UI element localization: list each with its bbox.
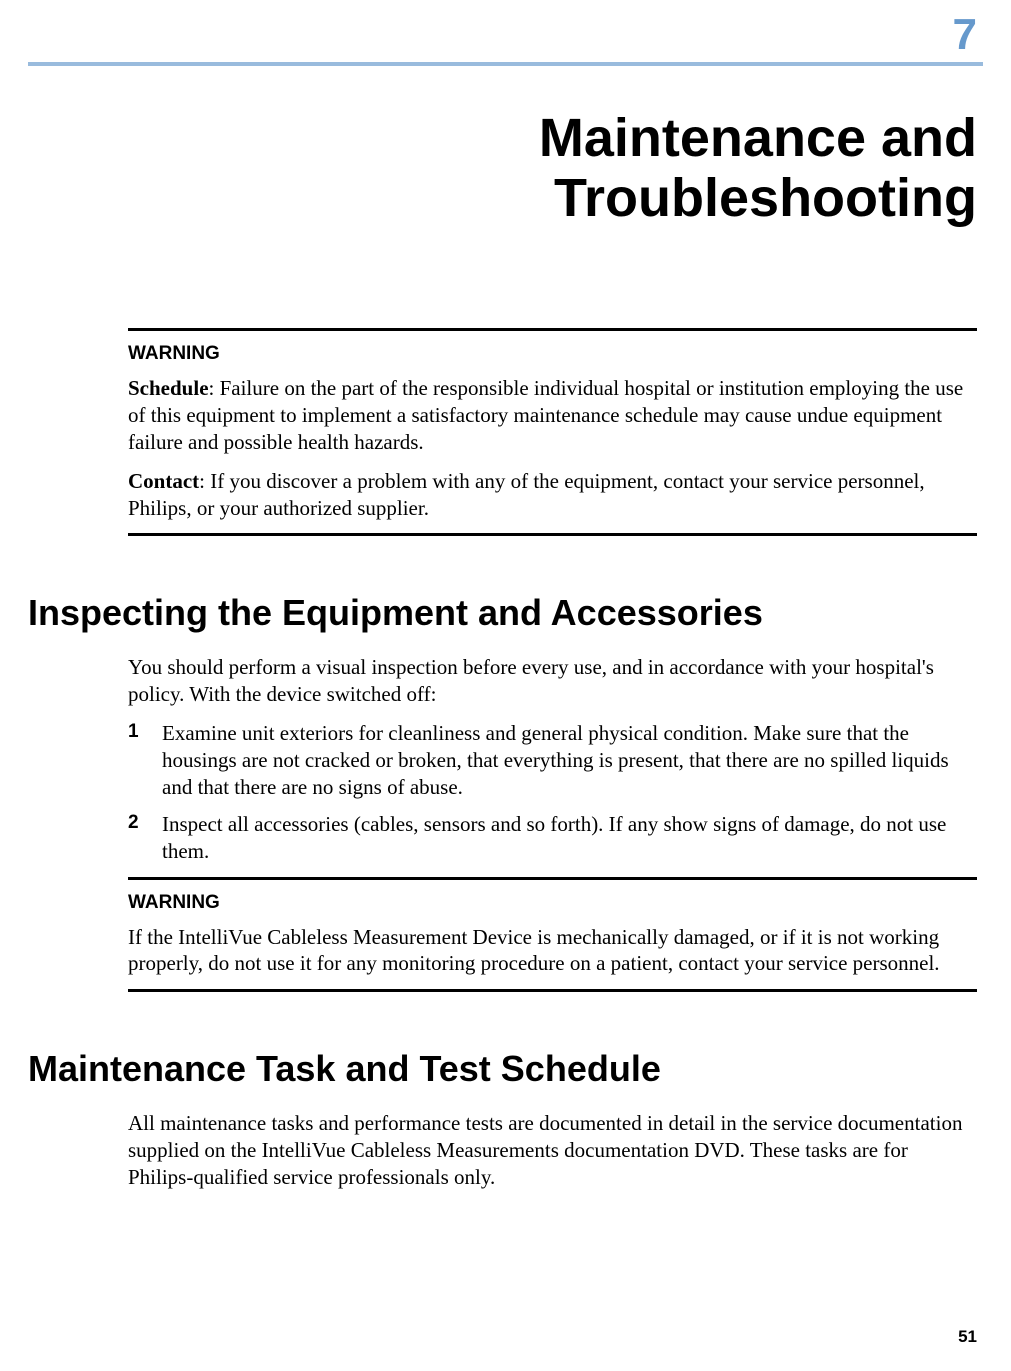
warning-rule-top <box>128 877 977 880</box>
list-item: 1 Examine unit exteriors for cleanliness… <box>128 720 977 801</box>
warning-rule-bottom <box>128 533 977 536</box>
document-page: 7 Maintenance and Troubleshooting WARNIN… <box>0 0 1011 1371</box>
heading-inspecting: Inspecting the Equipment and Accessories <box>28 592 977 634</box>
warning-bold-schedule: Schedule <box>128 376 209 400</box>
content-area: WARNING Schedule: Failure on the part of… <box>128 322 977 1203</box>
section1-intro: You should perform a visual inspection b… <box>128 654 977 708</box>
warning-text-schedule: : Failure on the part of the responsible… <box>128 376 963 454</box>
inspection-list: 1 Examine unit exteriors for cleanliness… <box>128 720 977 864</box>
warning-rule-bottom <box>128 989 977 992</box>
list-text: Examine unit exteriors for cleanliness a… <box>162 720 977 801</box>
heading-maintenance-schedule: Maintenance Task and Test Schedule <box>28 1048 977 1090</box>
warning-rule-top <box>128 328 977 331</box>
warning-text-contact: : If you discover a problem with any of … <box>128 469 925 520</box>
chapter-title: Maintenance and Troubleshooting <box>539 108 977 229</box>
chapter-number: 7 <box>953 10 977 60</box>
top-rule <box>28 62 983 66</box>
warning-paragraph-schedule: Schedule: Failure on the part of the res… <box>128 375 977 456</box>
warning-paragraph-contact: Contact: If you discover a problem with … <box>128 468 977 522</box>
section2-text: All maintenance tasks and performance te… <box>128 1110 977 1191</box>
list-number: 1 <box>128 720 162 801</box>
list-text: Inspect all accessories (cables, sensors… <box>162 811 977 865</box>
warning-label: WARNING <box>128 892 977 914</box>
page-number: 51 <box>958 1327 977 1347</box>
warning-label: WARNING <box>128 343 977 365</box>
chapter-title-line1: Maintenance and <box>539 108 977 168</box>
warning2-text: If the IntelliVue Cableless Measurement … <box>128 924 977 978</box>
list-item: 2 Inspect all accessories (cables, senso… <box>128 811 977 865</box>
chapter-title-line2: Troubleshooting <box>554 168 977 228</box>
list-number: 2 <box>128 811 162 865</box>
warning-bold-contact: Contact <box>128 469 199 493</box>
